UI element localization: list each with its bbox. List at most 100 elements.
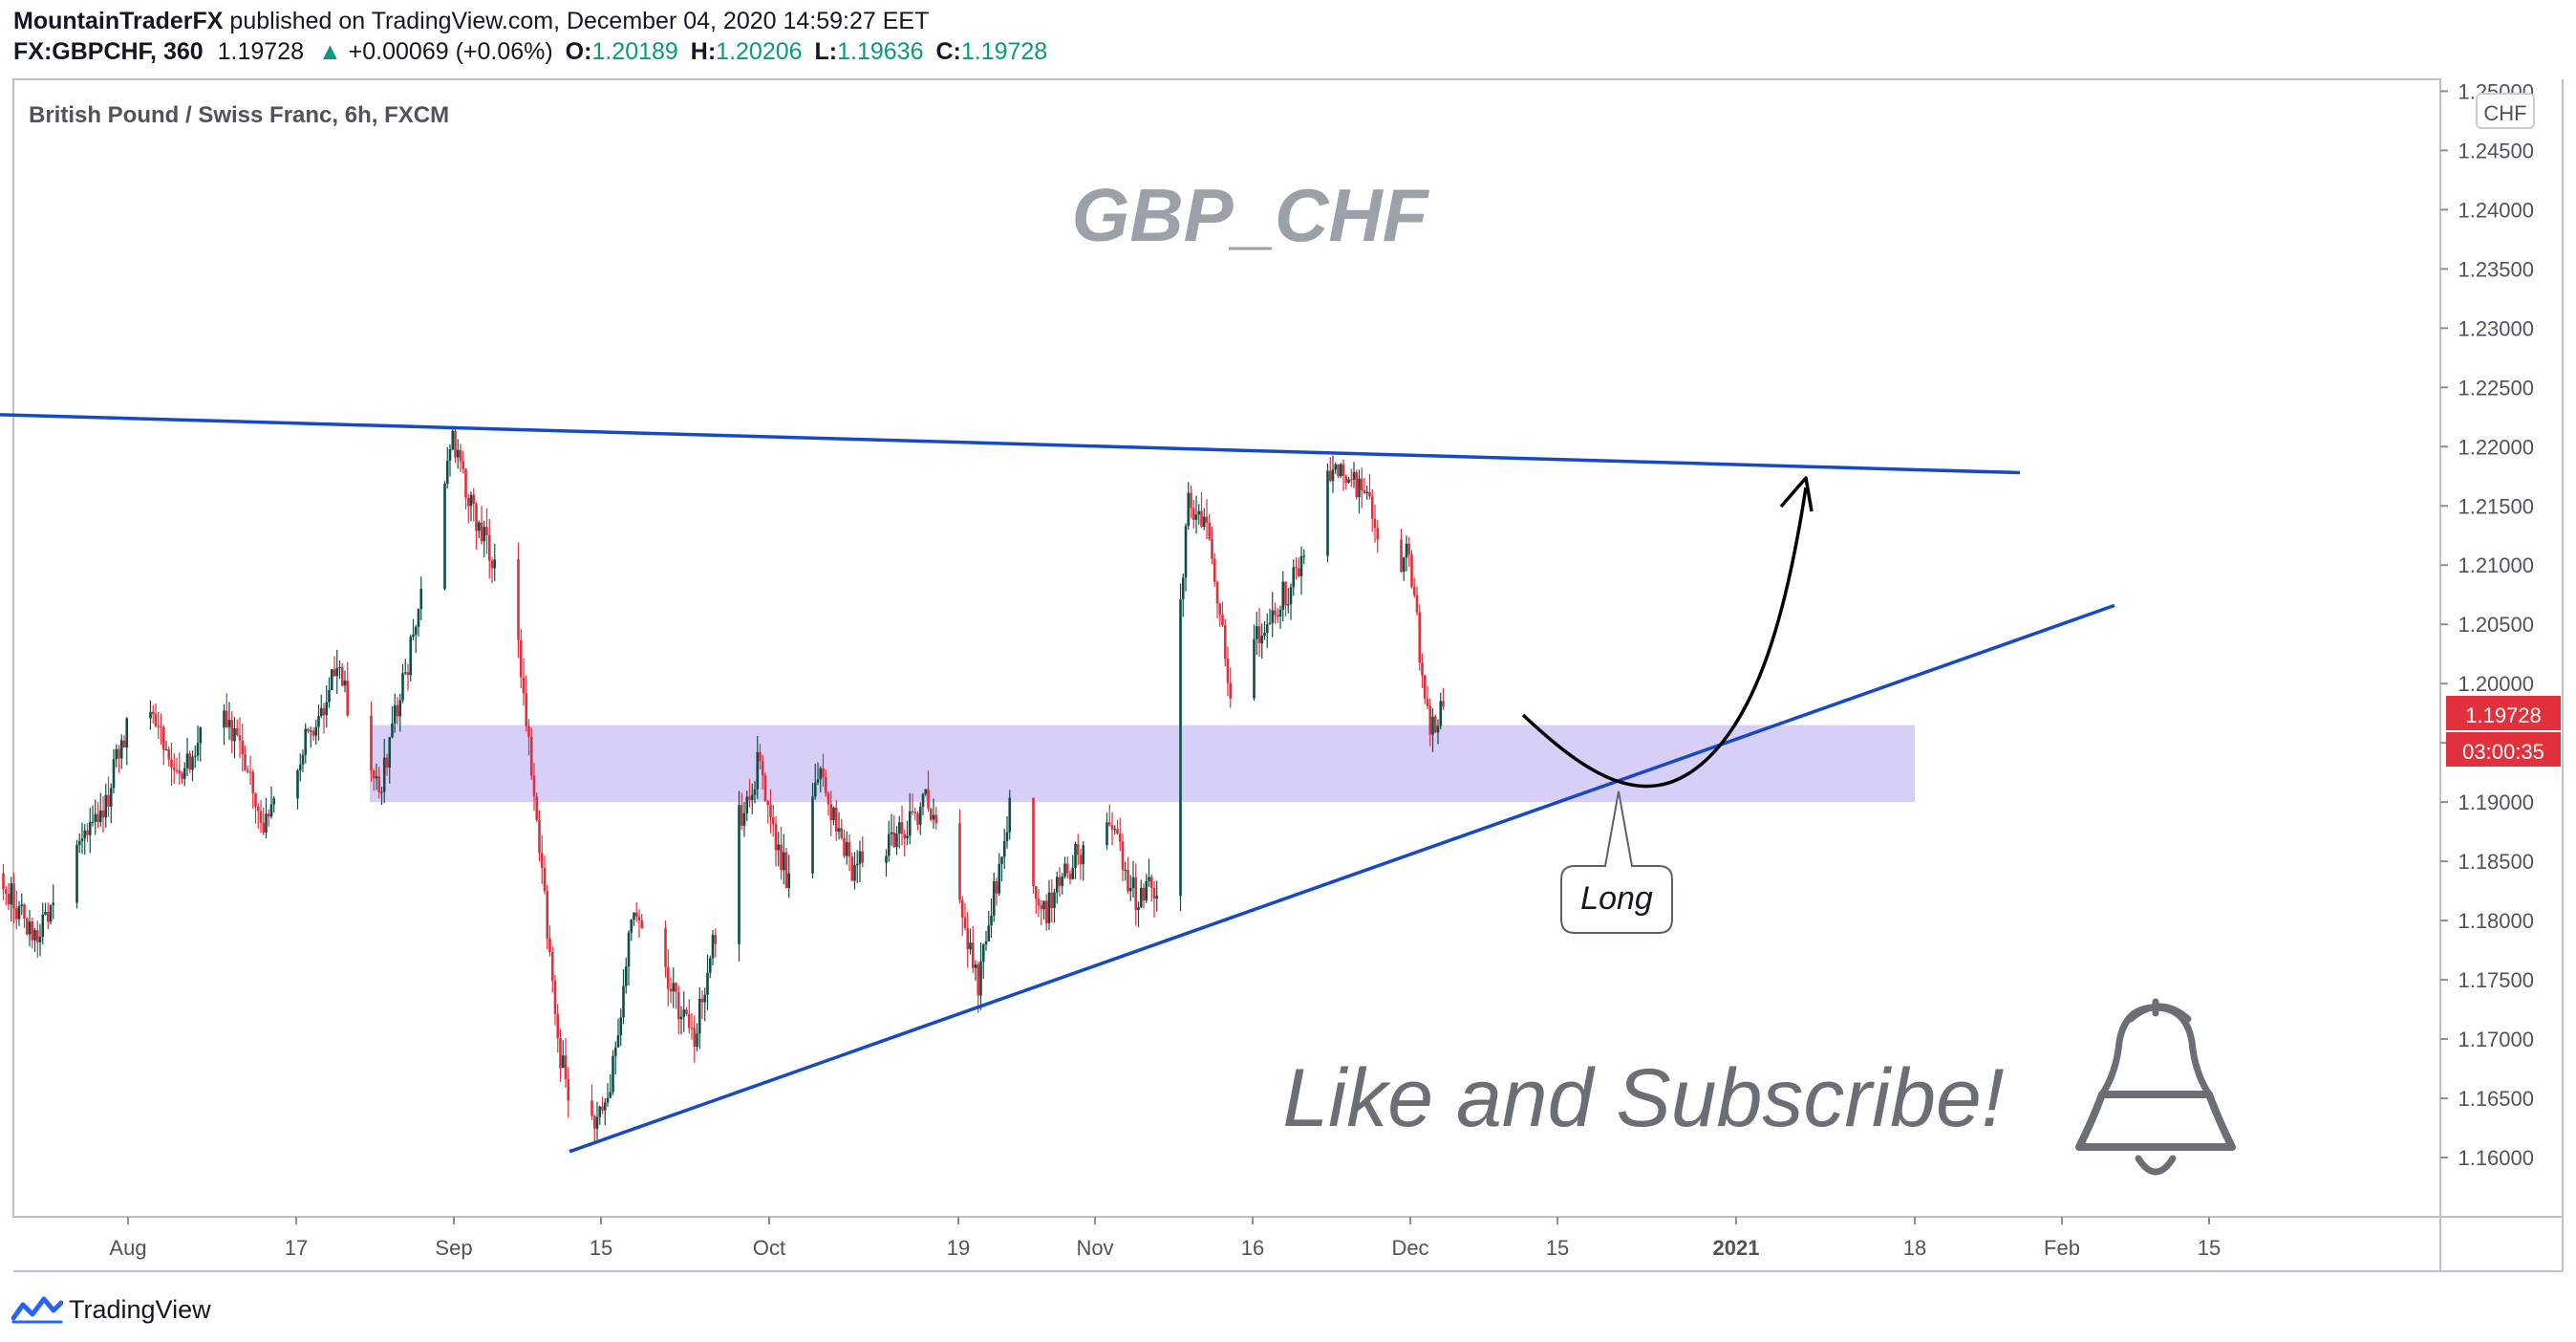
candle-body [666,966,670,989]
y-tick-label: 1.17000 [2458,1028,2534,1051]
x-tick-label: 15 [590,1236,612,1260]
candle-body [1302,555,1306,557]
candle-body [1200,510,1203,528]
candle [31,917,34,949]
candle [1344,474,1348,490]
candle-body [897,822,901,834]
candle [913,807,917,821]
candle [1213,552,1216,587]
candle [343,670,347,693]
currency-badge-text: CHF [2483,101,2526,125]
candle-body [556,1013,560,1038]
candle [1418,604,1422,671]
candle-body [676,991,680,1020]
candle [706,954,709,1010]
candle [637,909,641,938]
candle-body [1187,492,1191,527]
candle [1179,583,1182,912]
candle-body [519,639,523,678]
candle [858,840,862,882]
candle-body [845,842,848,856]
candle-body [164,749,168,751]
candle [1297,557,1300,578]
candle-body [1439,701,1443,726]
candle-body [763,775,767,802]
candle [1032,797,1035,894]
candle-body [477,522,481,531]
candle-body [548,938,551,953]
candle [86,823,89,842]
bell-icon [2075,998,2236,1176]
candle [1337,464,1340,479]
tradingview-logo-icon[interactable] [11,1295,63,1324]
footer: TradingView [11,1290,211,1329]
low-value: 1.19636 [837,38,924,65]
candle [1107,804,1111,827]
candle [1284,581,1287,617]
candle-body [1276,615,1279,617]
candle-body [265,813,268,833]
candle [1257,607,1261,657]
candle [44,902,47,916]
candle [154,703,158,728]
candle [958,809,961,904]
candle-body [1286,604,1290,606]
candle [1113,825,1117,835]
candle-body [890,832,893,834]
author-name[interactable]: MountainTraderFX [13,8,224,34]
candle-body [1082,845,1085,865]
countdown-label [2446,732,2561,767]
candle [1118,817,1122,852]
candle-body [77,841,81,845]
candle-body [977,964,980,996]
candle-body [769,805,772,817]
candle [1121,833,1125,882]
candle [338,660,341,680]
candle-body [33,930,36,941]
candle [80,822,84,855]
candle-body [456,449,460,458]
candle [861,835,865,868]
candle [850,852,854,882]
candle-body [97,813,99,823]
candle-body [1190,492,1192,509]
candle [1412,577,1416,598]
candle [816,762,820,786]
candle-body [1289,587,1293,605]
candle [88,808,92,854]
projection-arrow [1521,487,1808,789]
candle-body [538,820,541,854]
candle-body [590,1100,593,1116]
candle-body [1202,516,1206,528]
candle [903,829,907,857]
candle-body [1079,855,1083,865]
candle-body [372,769,376,779]
currency-badge[interactable] [2476,93,2535,129]
candle-body [1128,888,1132,892]
candle-body [1037,898,1041,906]
candle [196,725,200,761]
candle-body [990,915,993,926]
candle-body [1050,892,1054,909]
candle [525,675,528,732]
candle-body [1008,797,1012,833]
candle-body [753,789,757,795]
trendlines-layer [0,413,2115,1154]
candle [777,832,781,867]
candle [1289,583,1293,620]
tradingview-brand-text[interactable]: TradingView [69,1294,211,1324]
candle-body [974,964,977,968]
projection-arrowhead-icon [1779,476,1814,512]
candle [561,1040,565,1069]
candle-body [529,736,533,776]
candle-body [1137,907,1140,910]
candle-body [1402,557,1406,573]
candle [1050,879,1054,923]
price-axis[interactable]: 1.250001.245001.240001.235001.230001.225… [2440,79,2534,1170]
candle-body [338,667,341,669]
y-tick-label: 1.18000 [2458,909,2534,933]
time-axis[interactable]: Aug 17 Sep 15 Oct 19 Nov 16 Dec 15 2021 18 Feb 15 [109,1217,2221,1260]
candle [550,946,554,993]
candle [1302,549,1306,565]
